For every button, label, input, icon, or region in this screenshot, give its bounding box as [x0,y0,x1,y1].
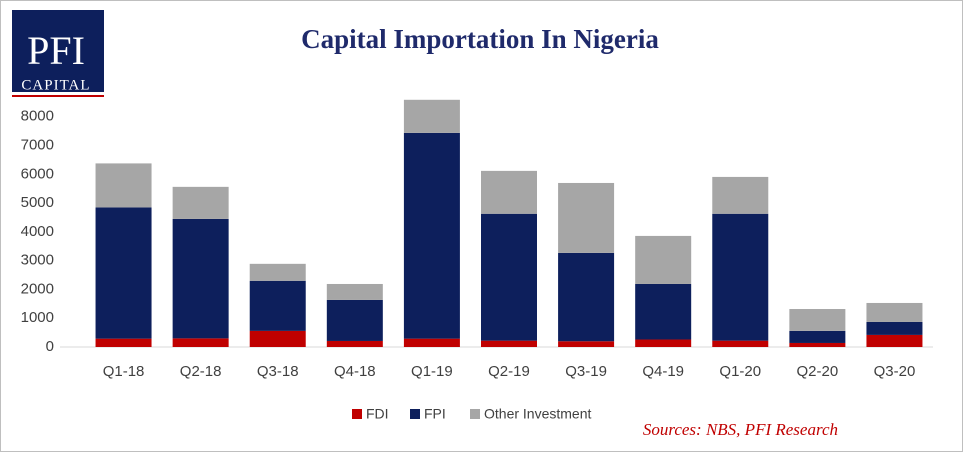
bar-segment [326,299,383,341]
bar-segment [789,330,846,343]
legend-swatch [352,409,362,419]
bar-segment [249,330,306,347]
y-tick-label: 5000 [21,194,54,211]
bar-segment [326,340,383,347]
y-tick-label: 0 [46,338,54,355]
x-tick-label: Q1-20 [719,363,761,380]
bar-segment [481,170,537,214]
x-tick-label: Q3-19 [565,363,607,380]
bar-segment [635,235,692,284]
x-tick-label: Q2-19 [488,363,530,380]
x-tick-label: Q4-18 [334,363,376,380]
x-tick-label: Q1-18 [103,363,145,380]
chart-title: Capital Importation In Nigeria [301,24,659,54]
logo-main: PFI [27,28,85,73]
bar-segment [172,186,229,219]
y-tick-label: 2000 [21,280,54,297]
x-tick-label: Q3-18 [257,363,299,380]
bar-segment [172,338,229,347]
bar-segment [712,176,769,214]
x-tick-label: Q2-20 [797,363,839,380]
logo-sub: CAPITAL [21,77,90,93]
bar-segment [403,99,460,133]
legend-label: Other Investment [484,406,591,422]
source: Sources: NBS, PFI Research [643,420,838,439]
bar-segment [95,163,152,208]
bar-segment [326,283,383,300]
bar-segment [712,340,769,347]
bar-segment [403,132,460,339]
bar-segment [789,342,846,347]
legend-label: FPI [424,406,446,422]
x-tick-label: Q3-20 [874,363,916,380]
bar-segment [95,338,152,347]
legend-label: FDI [366,406,389,422]
bar-segment [481,213,537,341]
bar-segment [866,302,923,322]
bar-segment [481,340,537,347]
logo-bg [12,10,104,92]
y-tick-label: 7000 [21,137,54,154]
bar-segment [172,218,229,339]
bar-segment [866,334,923,347]
bar-segment [403,338,460,347]
y-tick-label: 3000 [21,252,54,269]
bar-segment [789,309,846,331]
bar-segment [249,280,306,331]
bar-segment [558,252,615,342]
y-tick-label: 1000 [21,309,54,326]
x-tick-label: Q2-18 [180,363,222,380]
bar-segment [558,182,615,253]
logo: PFI CAPITAL [12,10,104,97]
bar-segment [249,263,306,281]
bar-segment [635,339,692,347]
bar-segment [95,207,152,339]
y-tick-label: 4000 [21,223,54,240]
legend-swatch [410,409,420,419]
x-tick-label: Q4-19 [642,363,684,380]
bar-segment [635,283,692,340]
y-tick-label: 8000 [21,108,54,125]
bar-segment [558,341,615,347]
bar-segment [866,321,923,335]
legend-swatch [470,409,480,419]
y-tick-label: 6000 [21,165,54,182]
x-tick-label: Q1-19 [411,363,453,380]
bar-segment [712,213,769,341]
